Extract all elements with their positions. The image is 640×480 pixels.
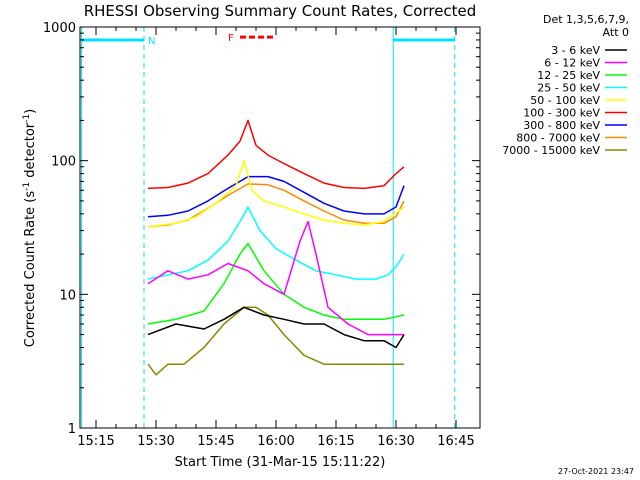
timestamp: 27-Oct-2021 23:47 bbox=[558, 467, 634, 476]
chart-title: RHESSI Observing Summary Count Rates, Co… bbox=[84, 2, 477, 20]
series-line-100-300-keV bbox=[147, 119, 405, 190]
legend-label: 3 - 6 keV bbox=[551, 44, 600, 57]
x-tick-label: 15:30 bbox=[137, 434, 174, 449]
series-line-6-12-keV bbox=[147, 220, 404, 336]
legend-label: 100 - 300 keV bbox=[523, 107, 600, 120]
y-tick-label: 100 bbox=[51, 155, 76, 170]
legend-label: 800 - 7000 keV bbox=[516, 132, 600, 145]
y-tick-label: 1000 bbox=[43, 21, 76, 36]
series-line-50-100-keV bbox=[147, 159, 405, 228]
y-axis-label: Corrected Count Rate (s-1 detector-1) bbox=[22, 109, 38, 347]
series-line-7000-15000-keV bbox=[147, 306, 404, 376]
detector-info-line1: Det 1,3,5,6,7,9, bbox=[543, 13, 629, 26]
x-tick-label: 16:45 bbox=[437, 434, 474, 449]
y-tick-label: 10 bbox=[59, 288, 76, 303]
y-axis-label-part2: detector bbox=[23, 122, 38, 182]
y-axis-label-part3: ) bbox=[23, 109, 38, 114]
legend-label: 6 - 12 keV bbox=[544, 57, 600, 70]
y-axis-label-sup2: -1 bbox=[22, 114, 32, 123]
legend-label: 12 - 25 keV bbox=[537, 69, 600, 82]
x-tick-label: 15:15 bbox=[77, 434, 114, 449]
plot-frame bbox=[79, 26, 481, 429]
x-tick-label: 16:00 bbox=[257, 434, 294, 449]
flare-marker-label: F bbox=[228, 33, 234, 44]
series-line-300-800-keV bbox=[147, 175, 405, 218]
legend-label: 50 - 100 keV bbox=[530, 94, 600, 107]
series-line-3-6-keV bbox=[147, 306, 405, 349]
y-axis-label-part1: Corrected Count Rate (s bbox=[23, 191, 38, 348]
detector-info-line2: Att 0 bbox=[603, 26, 629, 39]
series-line-12-25-keV bbox=[147, 242, 405, 325]
legend-label: 25 - 50 keV bbox=[537, 82, 600, 95]
legend-label: 7000 - 15000 keV bbox=[502, 144, 600, 157]
x-axis-label: Start Time (31-Mar-15 15:11:22) bbox=[175, 455, 386, 470]
x-tick-label: 16:15 bbox=[317, 434, 354, 449]
y-axis-label-sup1: -1 bbox=[22, 182, 32, 191]
y-tick-label: 1 bbox=[68, 422, 76, 437]
attenuator-state-label-0: N bbox=[148, 36, 155, 47]
y-axis: 1 10 100 1000 bbox=[43, 21, 480, 437]
series-line-25-50-keV bbox=[147, 206, 405, 280]
x-axis: 15:15 15:30 15:45 16:00 16:15 16:30 16:45 bbox=[77, 27, 475, 449]
x-tick-label: 15:45 bbox=[197, 434, 234, 449]
x-tick-label: 16:30 bbox=[377, 434, 414, 449]
legend-label: 300 - 800 keV bbox=[523, 119, 600, 132]
